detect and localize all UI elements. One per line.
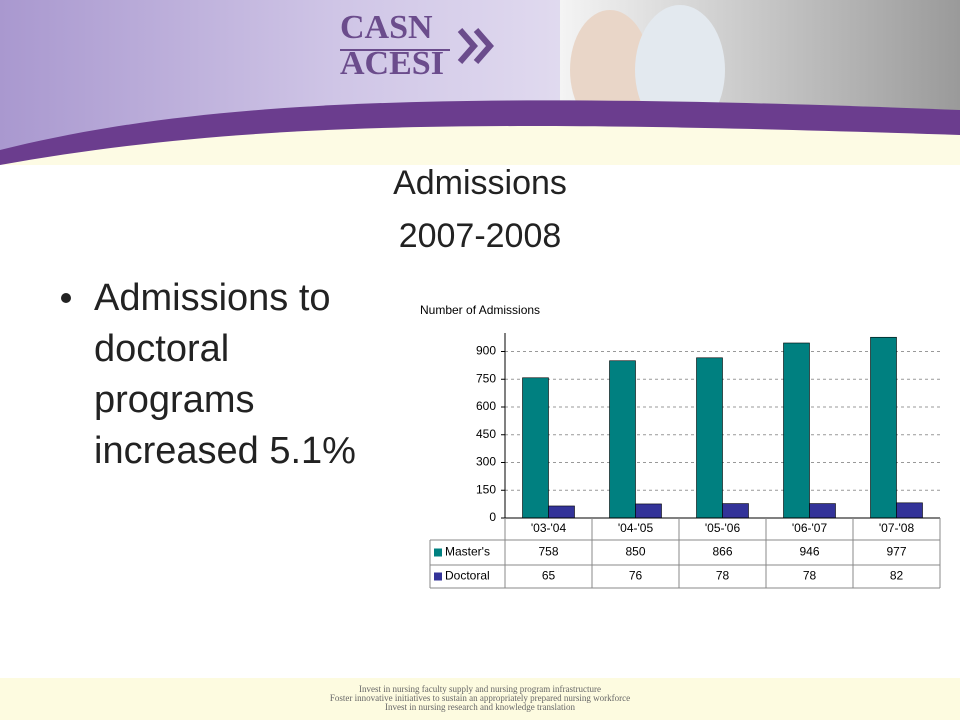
person: [570, 10, 650, 130]
table-value: 758: [538, 545, 558, 559]
legend-label: Master's: [445, 545, 490, 559]
bar: [609, 360, 636, 519]
bar: [696, 357, 723, 519]
x-tick-label: '07-'08: [879, 521, 915, 535]
slide-title: 2007-2008: [399, 217, 562, 255]
y-axis-label: Number of Admissions: [420, 303, 540, 317]
footer-text: Foster innovative initiatives to sustain…: [330, 693, 630, 703]
bullet-text: doctoral: [94, 328, 229, 370]
table-value: 65: [542, 569, 556, 583]
bullet-text: increased 5.1%: [94, 430, 356, 472]
x-tick-label: '06-'07: [792, 521, 828, 535]
table-value: 82: [890, 569, 904, 583]
y-tick-label: 750: [476, 371, 496, 385]
bar: [896, 502, 923, 519]
logo-chevrons: [457, 28, 494, 64]
y-tick-label: 150: [476, 482, 496, 496]
bar: [635, 503, 662, 519]
footer-text: Invest in nursing research and knowledge…: [385, 702, 575, 712]
slide-title: Admissions: [393, 164, 567, 202]
logo-text: ACESI: [340, 45, 444, 82]
x-tick-label: '03-'04: [531, 521, 567, 535]
bullet-dot: [61, 293, 71, 303]
x-tick-label: '05-'06: [705, 521, 741, 535]
logo-text: CASN: [340, 9, 433, 46]
bullet-text: Admissions to: [94, 277, 331, 319]
y-tick-label: 900: [476, 344, 496, 358]
table-value: 78: [803, 569, 817, 583]
legend-swatch: [434, 572, 442, 581]
footer-band: [0, 678, 960, 720]
bar: [522, 377, 549, 519]
bar: [783, 342, 810, 519]
table-value: 78: [716, 569, 730, 583]
legend-swatch: [434, 548, 442, 557]
x-tick-label: '04-'05: [618, 521, 654, 535]
table-value: 977: [886, 545, 906, 559]
bar: [809, 503, 836, 519]
y-tick-label: 450: [476, 427, 496, 441]
footer-text: Invest in nursing faculty supply and nur…: [359, 684, 601, 694]
legend-label: Doctoral: [445, 569, 490, 583]
y-tick-label: 600: [476, 399, 496, 413]
table-value: 946: [799, 545, 819, 559]
bullet-text: programs: [94, 379, 255, 421]
banner-swoosh: [0, 126, 960, 165]
bar: [870, 336, 897, 519]
table-value: 76: [629, 569, 643, 583]
y-tick-label: 0: [489, 510, 496, 524]
bar: [722, 503, 749, 519]
table-value: 850: [625, 545, 645, 559]
y-tick-label: 300: [476, 455, 496, 469]
table-value: 866: [712, 545, 732, 559]
bar: [548, 505, 575, 519]
